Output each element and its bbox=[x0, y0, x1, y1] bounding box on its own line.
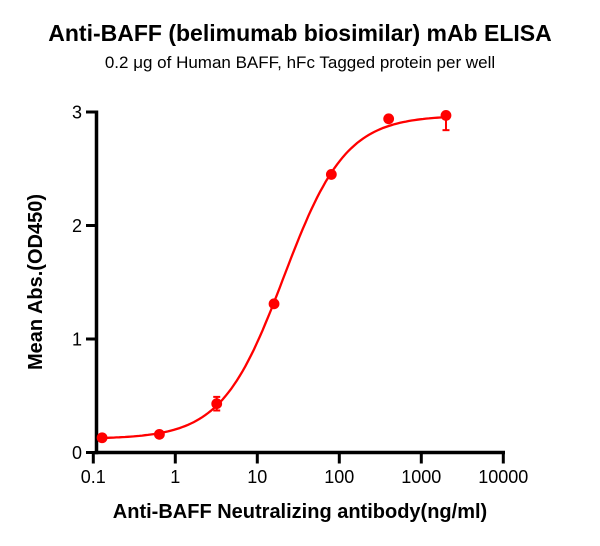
y-tick-label: 3 bbox=[72, 103, 82, 123]
x-tick-label: 100 bbox=[324, 467, 354, 487]
x-tick-label: 10000 bbox=[478, 467, 528, 487]
fit-curve bbox=[100, 115, 448, 440]
y-tick-label: 2 bbox=[72, 216, 82, 236]
x-tick-label: 1000 bbox=[401, 467, 441, 487]
x-tick-label: 1 bbox=[170, 467, 180, 487]
data-point bbox=[325, 169, 337, 180]
y-axis-title: Mean Abs.(OD450) bbox=[25, 194, 47, 370]
chart-title: Anti-BAFF (belimumab biosimilar) mAb ELI… bbox=[48, 20, 552, 46]
data-point bbox=[211, 398, 223, 410]
data-point bbox=[440, 110, 452, 121]
data-point bbox=[154, 428, 165, 440]
x-axis-title: Anti-BAFF Neutralizing antibody(ng/ml) bbox=[113, 501, 487, 523]
data-point bbox=[96, 432, 108, 444]
x-tick-label: 0.1 bbox=[81, 467, 106, 487]
x-tick-label: 10 bbox=[247, 467, 267, 487]
chart-subtitle: 0.2 μg of Human BAFF, hFc Tagged protein… bbox=[104, 53, 496, 72]
y-tick-label: 0 bbox=[72, 443, 82, 463]
data-point bbox=[383, 113, 395, 125]
y-tick-label: 1 bbox=[72, 330, 82, 350]
data-point bbox=[268, 298, 280, 310]
